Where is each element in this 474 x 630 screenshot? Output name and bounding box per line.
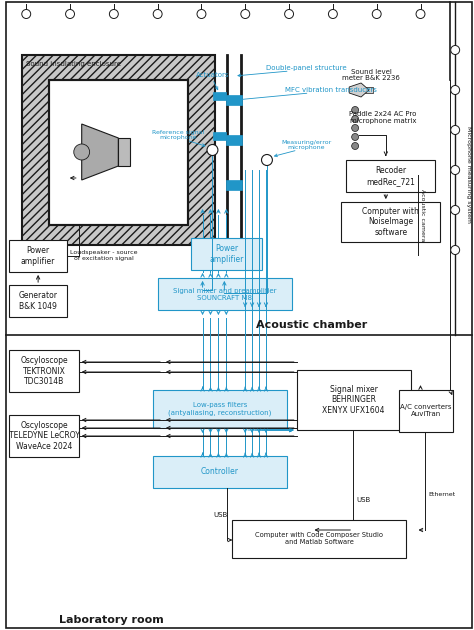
Circle shape <box>372 9 381 18</box>
Text: Computer with
NoiseImage
software: Computer with NoiseImage software <box>362 207 419 237</box>
Text: Sound insulating enclosure: Sound insulating enclosure <box>26 61 121 67</box>
Circle shape <box>207 144 218 156</box>
Text: Paddle 2x24 AC Pro
microphone matrix: Paddle 2x24 AC Pro microphone matrix <box>349 112 417 125</box>
Text: Oscyloscope
TELEDYNE LeCROY
WaveAce 2024: Oscyloscope TELEDYNE LeCROY WaveAce 2024 <box>9 421 80 451</box>
Bar <box>227 135 242 145</box>
Bar <box>9 240 67 272</box>
Bar <box>9 350 79 392</box>
Bar <box>346 160 435 192</box>
Circle shape <box>451 246 460 255</box>
Text: Low-pass filters
(antyaliasing, reconstruction): Low-pass filters (antyaliasing, reconstr… <box>168 402 272 416</box>
Bar <box>153 390 287 428</box>
Text: Oscyloscope
TEKTRONIX
TDC3014B: Oscyloscope TEKTRONIX TDC3014B <box>20 356 68 386</box>
Text: Acoustic chamber: Acoustic chamber <box>256 320 367 330</box>
Bar <box>399 390 453 432</box>
Circle shape <box>262 154 273 166</box>
Text: Computer with Code Composer Studio
and Matlab Software: Computer with Code Composer Studio and M… <box>255 532 383 546</box>
Text: USB: USB <box>356 497 370 503</box>
Text: Controller: Controller <box>201 467 239 476</box>
Bar <box>227 180 242 190</box>
Text: Signal mixer
BEHRINGER
XENYX UFX1604: Signal mixer BEHRINGER XENYX UFX1604 <box>322 385 385 415</box>
Text: Loudspeaker - source
of excitation signal: Loudspeaker - source of excitation signa… <box>70 250 137 261</box>
Circle shape <box>65 9 74 18</box>
Bar <box>341 202 440 242</box>
Bar <box>118 138 130 166</box>
Circle shape <box>109 9 118 18</box>
Circle shape <box>284 9 293 18</box>
Text: Reference signal
microphone: Reference signal microphone <box>152 130 204 140</box>
Text: Sound level
meter B&K 2236: Sound level meter B&K 2236 <box>342 69 400 81</box>
Circle shape <box>451 205 460 214</box>
Text: Recoder
medRec_721: Recoder medRec_721 <box>366 166 415 186</box>
Circle shape <box>416 9 425 18</box>
Circle shape <box>74 144 90 160</box>
Circle shape <box>451 45 460 55</box>
Bar <box>158 278 292 310</box>
Bar <box>9 285 67 317</box>
Circle shape <box>352 142 359 149</box>
Circle shape <box>197 9 206 18</box>
Text: Generator
B&K 1049: Generator B&K 1049 <box>18 291 58 311</box>
Text: Double-panel structure: Double-panel structure <box>266 65 347 71</box>
Text: Measuring/error
microphone: Measuring/error microphone <box>282 140 332 151</box>
Bar <box>49 80 188 225</box>
Circle shape <box>451 166 460 175</box>
Bar <box>365 87 373 93</box>
Text: Acoustic camera: Acoustic camera <box>420 189 425 241</box>
Circle shape <box>352 134 359 140</box>
Text: Signal mixer and preamplifier
SOUNCRAFT M8: Signal mixer and preamplifier SOUNCRAFT … <box>173 287 277 301</box>
Text: MFC vibration transducers: MFC vibration transducers <box>285 87 377 93</box>
Bar <box>297 370 410 430</box>
Text: Power
amplifier: Power amplifier <box>21 246 55 266</box>
Polygon shape <box>82 124 118 180</box>
Text: Microphone measuring system: Microphone measuring system <box>465 127 471 224</box>
Circle shape <box>153 9 162 18</box>
Circle shape <box>328 9 337 18</box>
Bar <box>22 55 216 245</box>
Bar <box>9 415 79 457</box>
Text: Power
amplifier: Power amplifier <box>209 244 244 264</box>
Text: Laboratory room: Laboratory room <box>59 615 164 625</box>
Circle shape <box>352 106 359 113</box>
Bar <box>227 95 242 105</box>
Circle shape <box>352 115 359 122</box>
Bar <box>49 80 188 225</box>
Circle shape <box>451 86 460 94</box>
Bar <box>153 456 287 488</box>
Circle shape <box>22 9 31 18</box>
Circle shape <box>352 125 359 132</box>
Bar <box>213 132 227 140</box>
Polygon shape <box>349 83 369 97</box>
Circle shape <box>451 125 460 134</box>
Text: USB: USB <box>213 512 228 518</box>
Text: A/C converters
AuviTran: A/C converters AuviTran <box>400 404 452 418</box>
Circle shape <box>241 9 250 18</box>
Text: Actuators: Actuators <box>196 72 229 78</box>
Text: Ethernet: Ethernet <box>428 493 456 498</box>
Bar <box>191 238 262 270</box>
Bar <box>213 92 227 100</box>
Bar <box>232 520 406 558</box>
